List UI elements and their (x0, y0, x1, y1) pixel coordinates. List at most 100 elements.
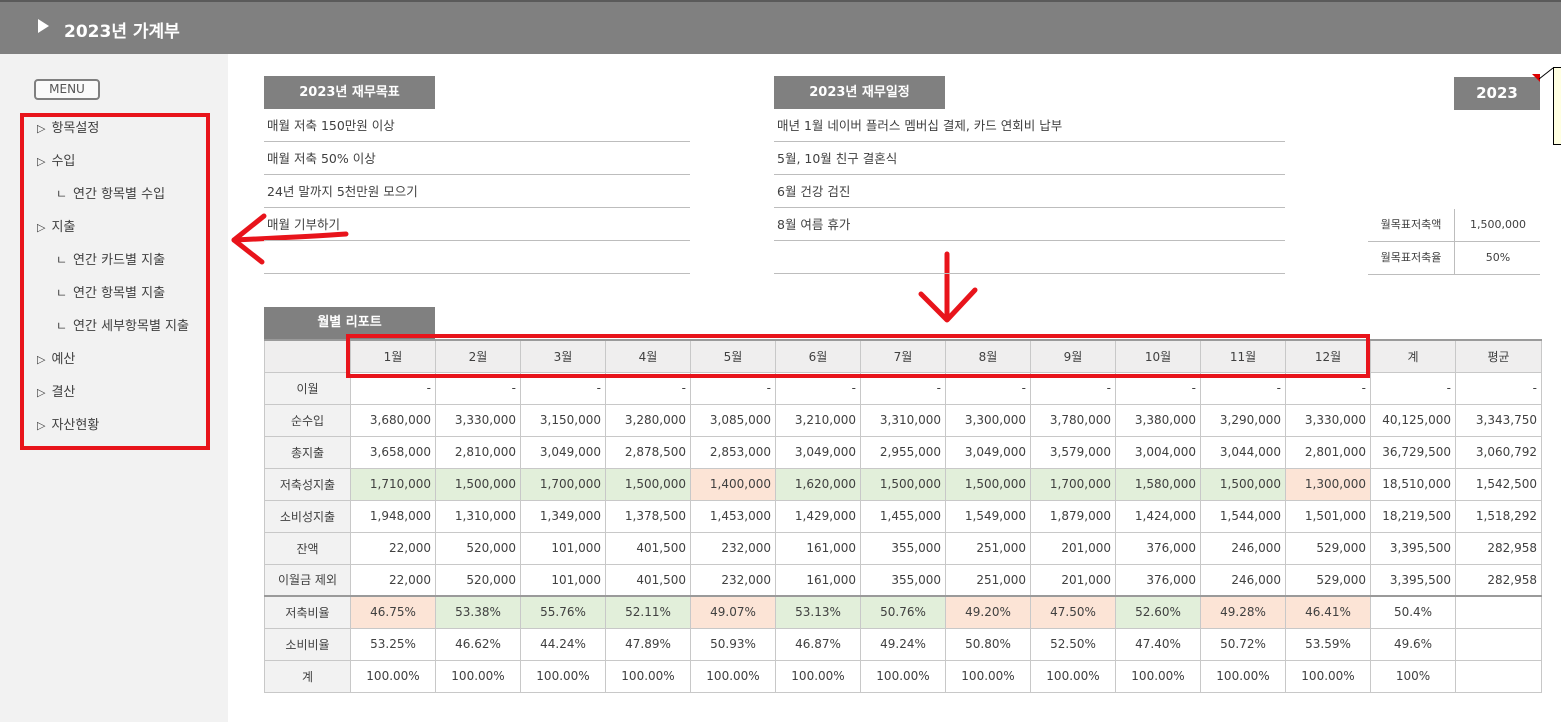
table-cell[interactable]: 100% (1370, 659, 1456, 693)
table-cell[interactable]: 161,000 (775, 531, 861, 565)
table-cell[interactable]: 3,395,500 (1370, 563, 1456, 597)
table-cell[interactable]: 49.6% (1370, 627, 1456, 661)
table-cell[interactable]: 22,000 (350, 531, 436, 565)
goal-item[interactable]: 매월 기부하기 (264, 208, 690, 241)
table-cell[interactable]: 50.4% (1370, 595, 1456, 629)
table-cell[interactable]: 3,300,000 (945, 403, 1031, 437)
table-cell[interactable]: 520,000 (435, 531, 521, 565)
table-cell[interactable]: 529,000 (1285, 563, 1371, 597)
table-cell[interactable]: 246,000 (1200, 531, 1286, 565)
target-value[interactable]: 50% (1454, 242, 1541, 274)
schedule-item[interactable]: 5월, 10월 친구 결혼식 (774, 142, 1285, 175)
table-cell[interactable]: 49.28% (1200, 595, 1286, 629)
table-cell[interactable]: 1,542,500 (1455, 467, 1542, 501)
table-cell[interactable]: 100.00% (860, 659, 946, 693)
table-cell[interactable]: 2,955,000 (860, 435, 946, 469)
table-cell[interactable]: 3,343,750 (1455, 403, 1542, 437)
table-cell[interactable]: 376,000 (1115, 563, 1201, 597)
table-cell[interactable]: 3,310,000 (860, 403, 946, 437)
table-cell[interactable]: 52.60% (1115, 595, 1201, 629)
table-cell[interactable]: 3,060,792 (1455, 435, 1542, 469)
table-cell[interactable]: 1,544,000 (1200, 499, 1286, 533)
table-cell[interactable]: 3,290,000 (1200, 403, 1286, 437)
table-cell[interactable]: 1,500,000 (435, 467, 521, 501)
table-cell[interactable]: 50.76% (860, 595, 946, 629)
table-cell[interactable]: 355,000 (860, 531, 946, 565)
table-cell[interactable]: 3,330,000 (435, 403, 521, 437)
table-cell[interactable]: 40,125,000 (1370, 403, 1456, 437)
table-cell[interactable]: 50.93% (690, 627, 776, 661)
table-cell[interactable]: 46.41% (1285, 595, 1371, 629)
table-cell[interactable]: 1,429,000 (775, 499, 861, 533)
table-cell[interactable]: 1,500,000 (1200, 467, 1286, 501)
table-cell[interactable]: 47.89% (605, 627, 691, 661)
table-cell[interactable]: 100.00% (435, 659, 521, 693)
table-cell[interactable] (1455, 595, 1542, 629)
table-cell[interactable]: 101,000 (520, 563, 606, 597)
table-cell[interactable]: 3,395,500 (1370, 531, 1456, 565)
table-cell[interactable]: 529,000 (1285, 531, 1371, 565)
schedule-item[interactable]: 매년 1월 네이버 플러스 멤버십 결제, 카드 연회비 납부 (774, 109, 1285, 142)
table-cell[interactable]: 1,501,000 (1285, 499, 1371, 533)
table-cell[interactable]: 1,549,000 (945, 499, 1031, 533)
table-cell[interactable]: 22,000 (350, 563, 436, 597)
table-cell[interactable]: 1,700,000 (520, 467, 606, 501)
schedule-item[interactable]: 8월 여름 휴가 (774, 208, 1285, 241)
target-value[interactable]: 1,500,000 (1454, 209, 1541, 241)
goal-item[interactable]: 매월 저축 150만원 이상 (264, 109, 690, 142)
sidebar-item[interactable]: ▷ 자산현황 (37, 414, 99, 433)
table-cell[interactable]: 44.24% (520, 627, 606, 661)
table-cell[interactable]: 282,958 (1455, 563, 1542, 597)
table-cell[interactable]: 1,453,000 (690, 499, 776, 533)
table-cell[interactable]: 3,044,000 (1200, 435, 1286, 469)
table-cell[interactable]: 1,300,000 (1285, 467, 1371, 501)
table-cell[interactable]: 47.40% (1115, 627, 1201, 661)
table-cell[interactable]: - (1370, 371, 1456, 405)
table-cell[interactable]: 49.24% (860, 627, 946, 661)
table-cell[interactable]: 1,879,000 (1030, 499, 1116, 533)
table-cell[interactable] (1455, 627, 1542, 661)
table-cell[interactable]: 53.59% (1285, 627, 1371, 661)
table-cell[interactable]: 1,500,000 (605, 467, 691, 501)
table-cell[interactable]: 3,049,000 (945, 435, 1031, 469)
schedule-item[interactable] (774, 241, 1285, 274)
table-cell[interactable]: 1,500,000 (860, 467, 946, 501)
table-cell[interactable]: 3,049,000 (520, 435, 606, 469)
table-cell[interactable]: 232,000 (690, 531, 776, 565)
table-cell[interactable]: 100.00% (1115, 659, 1201, 693)
table-cell[interactable]: 100.00% (520, 659, 606, 693)
table-cell[interactable]: 52.11% (605, 595, 691, 629)
table-cell[interactable]: 1,518,292 (1455, 499, 1542, 533)
table-cell[interactable]: 100.00% (1030, 659, 1116, 693)
table-cell[interactable]: 161,000 (775, 563, 861, 597)
table-cell[interactable]: 18,219,500 (1370, 499, 1456, 533)
table-cell[interactable]: 520,000 (435, 563, 521, 597)
table-cell[interactable]: 3,380,000 (1115, 403, 1201, 437)
table-cell[interactable]: 355,000 (860, 563, 946, 597)
sidebar-item[interactable]: ㄴ 연간 항목별 수입 (56, 183, 165, 202)
sidebar-item[interactable]: ▷ 수입 (37, 150, 75, 169)
table-cell[interactable]: 1,620,000 (775, 467, 861, 501)
table-cell[interactable]: 100.00% (690, 659, 776, 693)
table-cell[interactable]: 401,500 (605, 563, 691, 597)
table-cell[interactable]: 201,000 (1030, 531, 1116, 565)
table-cell[interactable]: 3,150,000 (520, 403, 606, 437)
table-cell[interactable]: 100.00% (350, 659, 436, 693)
table-cell[interactable]: 1,500,000 (945, 467, 1031, 501)
sidebar-item[interactable]: ▷ 결산 (37, 381, 75, 400)
table-cell[interactable]: 100.00% (775, 659, 861, 693)
menu-button[interactable]: MENU (34, 79, 100, 100)
sidebar-item[interactable]: ㄴ 연간 세부항목별 지출 (56, 315, 189, 334)
goal-item[interactable] (264, 241, 690, 274)
table-cell[interactable]: 246,000 (1200, 563, 1286, 597)
table-cell[interactable]: 49.20% (945, 595, 1031, 629)
table-cell[interactable]: 3,004,000 (1115, 435, 1201, 469)
table-cell[interactable]: 1,378,500 (605, 499, 691, 533)
table-cell[interactable]: 50.80% (945, 627, 1031, 661)
table-cell[interactable]: 53.13% (775, 595, 861, 629)
table-cell[interactable]: 1,349,000 (520, 499, 606, 533)
table-cell[interactable]: 2,810,000 (435, 435, 521, 469)
table-cell[interactable]: 1,310,000 (435, 499, 521, 533)
table-cell[interactable]: 2,878,500 (605, 435, 691, 469)
table-cell[interactable]: 55.76% (520, 595, 606, 629)
